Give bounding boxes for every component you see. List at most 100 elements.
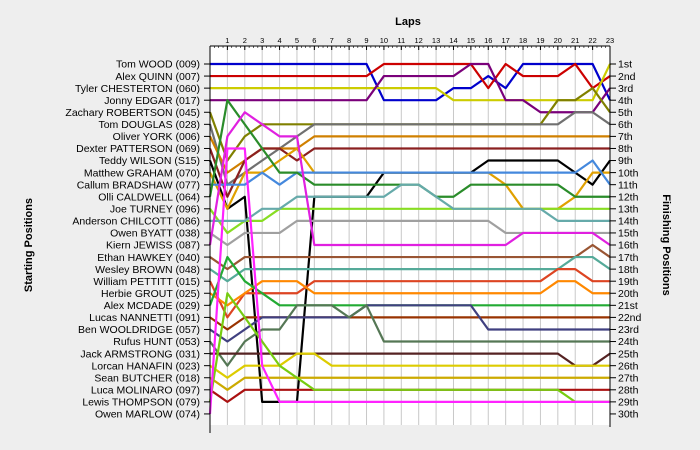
starting-position-label: Jack ARMSTRONG (031) (80, 348, 200, 360)
driver-position-line (209, 304, 610, 367)
finishing-position-label: 19th (618, 276, 639, 288)
starting-position-label: Joe TURNEY (096) (110, 204, 200, 216)
starting-position-label: Dexter PATTERSON (069) (76, 143, 200, 155)
driver-position-line (209, 304, 610, 343)
lap-tick-label: 11 (397, 36, 405, 45)
starting-position-label: Tyler CHESTERTON (060) (75, 83, 200, 95)
right-axis-title: Finishing Positions (660, 194, 672, 295)
driver-position-line (210, 62, 611, 114)
starting-position-label: Teddy WILSON (S15) (99, 155, 200, 167)
finishing-position-label: 5th (618, 107, 633, 119)
finishing-position-label: 29th (618, 397, 639, 409)
finishing-position-label: 17th (618, 252, 639, 264)
starting-position-label: Alex QUINN (007) (115, 71, 200, 83)
lap-tick-label: 15 (467, 36, 475, 45)
lap-tick-label: 18 (519, 36, 527, 45)
finishing-position-label: 30th (618, 409, 639, 421)
driver-position-line (208, 111, 611, 186)
finishing-position-label: 1st (618, 59, 632, 71)
driver-position-line (208, 147, 610, 198)
lap-tick-label: 14 (449, 36, 457, 45)
x-axis-title: Laps (395, 16, 421, 28)
finishing-position-label: 16th (618, 240, 639, 252)
finishing-position-label: 27th (618, 372, 639, 384)
lap-tick-label: 20 (554, 36, 562, 45)
finishing-position-label: 8th (618, 143, 633, 155)
lap-tick-label: 8 (347, 36, 351, 45)
starting-position-label: Oliver YORK (006) (113, 131, 200, 143)
lap-tick-label: 6 (312, 36, 316, 45)
starting-position-label: Matthew GRAHAM (070) (84, 167, 200, 179)
lap-tick-label: 10 (380, 36, 388, 45)
driver-position-line (209, 280, 610, 307)
lap-tick-label: 19 (536, 36, 544, 45)
starting-position-label: Sean BUTCHER (018) (94, 372, 200, 384)
lap-tick-label: 12 (415, 36, 423, 45)
starting-position-label: Alex MCDADE (029) (104, 300, 200, 312)
lap-tick-label: 1 (225, 36, 229, 45)
finishing-position-label: 15th (618, 228, 639, 240)
driver-position-line (208, 147, 610, 415)
driver-position-line (210, 352, 611, 367)
finishing-position-label: 28th (618, 385, 639, 397)
finishing-position-label: 23rd (618, 324, 639, 336)
lap-tick-label: 3 (260, 36, 264, 45)
starting-position-label: Ethan HAWKEY (040) (97, 252, 200, 264)
finishing-position-label: 11th (618, 179, 638, 191)
finishing-position-label: 3rd (618, 83, 633, 95)
plot-area (210, 46, 610, 425)
starting-position-label: Callum BRADSHAW (077) (77, 179, 200, 191)
starting-position-label: Herbie GROUT (025) (101, 288, 200, 300)
finishing-position-label: 20th (618, 288, 639, 300)
lap-tick-label: 13 (432, 36, 440, 45)
finishing-position-label: 12th (618, 191, 639, 203)
lap-tick-label: 16 (484, 36, 492, 45)
lap-tick-label: 23 (606, 36, 614, 45)
starting-position-label: Kiern JEWISS (087) (106, 240, 200, 252)
driver-position-line (210, 159, 611, 186)
driver-position-line (209, 255, 611, 283)
driver-position-line (210, 63, 611, 102)
driver-position-line (208, 292, 610, 403)
left-axis-title: Starting Positions (23, 198, 35, 292)
driver-position-line (209, 352, 610, 379)
starting-position-label: Tom DOUGLAS (028) (98, 119, 200, 131)
finishing-position-label: 14th (618, 216, 639, 228)
driver-position-line (209, 207, 610, 235)
finishing-position-label: 2nd (618, 71, 636, 83)
starting-position-label: Owen MARLOW (074) (95, 409, 200, 421)
starting-position-label: Owen BYATT (038) (110, 228, 200, 240)
finishing-position-label: 9th (618, 155, 633, 167)
lap-tick-label: 17 (501, 36, 509, 45)
finishing-position-label: 18th (618, 264, 639, 276)
starting-position-label: Anderson CHILCOTT (086) (72, 216, 200, 228)
lap-tick-label: 2 (243, 36, 247, 45)
starting-position-label: Wesley BROWN (048) (95, 264, 200, 276)
finishing-position-label: 26th (618, 360, 639, 372)
lap-tick-label: 4 (277, 36, 281, 45)
finishing-position-label: 22nd (618, 312, 642, 324)
driver-position-line (208, 111, 611, 247)
finishing-position-label: 7th (618, 131, 633, 143)
starting-position-label: William PETTITT (015) (93, 276, 200, 288)
lap-tick-label: 5 (295, 36, 299, 45)
finishing-position-label: 10th (618, 167, 639, 179)
starting-position-label: Tom WOOD (009) (116, 59, 200, 71)
lap-tick-label: 22 (588, 36, 596, 45)
lap-tick-label: 7 (330, 36, 334, 45)
starting-position-label: Zachary ROBERTSON (045) (65, 107, 200, 119)
driver-position-line (210, 62, 611, 102)
finishing-position-label: 6th (618, 119, 633, 131)
finishing-position-label: 4th (618, 95, 633, 107)
driver-position-line (210, 62, 611, 90)
finishing-position-label: 24th (618, 336, 639, 348)
starting-position-label: Lorcan HANAFIN (023) (91, 360, 200, 372)
lap-tick-label: 21 (571, 36, 579, 45)
finishing-position-label: 21st (618, 300, 638, 312)
starting-position-label: Lewis THOMPSON (079) (82, 397, 200, 409)
driver-position-line (209, 376, 610, 391)
driver-position-line (209, 268, 610, 319)
starting-position-label: Luca MOLINARO (097) (91, 385, 200, 397)
driver-position-line (210, 183, 610, 222)
